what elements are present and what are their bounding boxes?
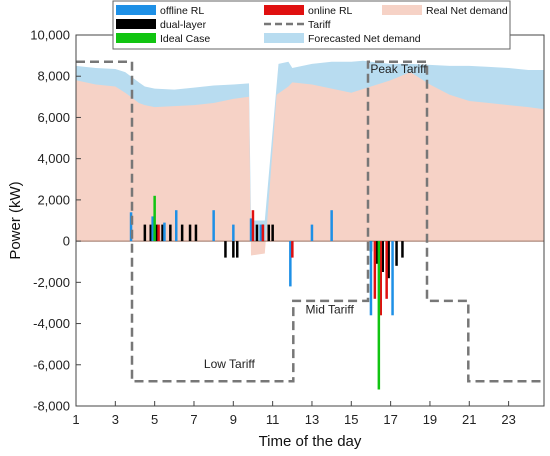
offline-rl-bar — [391, 241, 394, 316]
x-tick-label: 23 — [501, 412, 515, 427]
ideal-case-legend-swatch — [116, 33, 156, 43]
x-tick-label: 3 — [112, 412, 119, 427]
online-rl-bar — [261, 224, 265, 242]
dual-layer-bar — [149, 224, 152, 242]
dual-layer-bar — [255, 224, 259, 242]
dual-layer-bar — [381, 241, 384, 272]
dual-layer-bar — [194, 224, 198, 242]
y-axis-title: Power (kW) — [7, 181, 24, 259]
peak-tariff-label: Peak Tariff — [370, 62, 427, 76]
dual-layer-bar — [395, 241, 398, 266]
x-tick-label: 9 — [230, 412, 237, 427]
x-tick-label: 1 — [72, 412, 79, 427]
dual-layer-bar — [143, 224, 147, 242]
offline-rl-bar — [259, 224, 263, 242]
x-tick-label: 7 — [190, 412, 197, 427]
y-tick-label: 8,000 — [37, 69, 70, 84]
tariff-legend-label: Tariff — [308, 19, 331, 31]
dual-layer-bar — [188, 224, 192, 242]
x-tick-label: 5 — [151, 412, 158, 427]
forecasted-net-demand-legend-swatch — [264, 33, 304, 43]
x-tick-label: 11 — [266, 412, 280, 427]
legend-box — [112, 0, 511, 50]
online-rl-legend-swatch — [264, 5, 304, 15]
offline-rl-bar — [212, 210, 215, 242]
low-tariff-label: Low Tariff — [204, 357, 256, 371]
dual-layer-bar — [401, 241, 404, 258]
dual-layer-legend-swatch — [116, 19, 156, 29]
offline-rl-legend-swatch — [116, 5, 156, 15]
x-tick-label: 17 — [383, 412, 397, 427]
x-tick-label: 15 — [344, 412, 358, 427]
dual-layer-bar — [161, 224, 164, 242]
y-tick-label: -8,000 — [33, 399, 70, 414]
dual-layer-bar — [375, 241, 379, 264]
y-tick-label: 6,000 — [37, 110, 70, 125]
y-tick-label: -4,000 — [33, 316, 70, 331]
dual-layer-bar — [236, 241, 239, 258]
offline-rl-bar — [175, 210, 178, 242]
online-rl-legend-label: online RL — [308, 5, 353, 17]
dual-layer-bar — [169, 224, 172, 242]
offline-rl-bar — [232, 224, 235, 242]
dual-layer-bar — [224, 241, 227, 258]
dual-layer-bar — [387, 241, 390, 279]
dual-layer-legend-label: dual-layer — [160, 19, 207, 31]
mid-tariff-label: Mid Tariff — [306, 302, 355, 316]
ideal-case-bar — [153, 195, 156, 242]
x-axis-title: Time of the day — [259, 433, 362, 450]
x-tick-label: 21 — [462, 412, 476, 427]
online-rl-bar — [157, 224, 160, 242]
online-rl-bar — [291, 241, 294, 258]
offline-rl-bar — [163, 222, 166, 242]
y-tick-label: 4,000 — [37, 151, 70, 166]
y-tick-label: -6,000 — [33, 357, 70, 372]
legend: offline RL online RL Real Net demand dual-l… — [112, 0, 511, 50]
real-net-demand-legend-swatch — [382, 5, 422, 15]
forecasted-net-demand-legend-label: Forecasted Net demand — [308, 33, 421, 45]
ideal-case-bar — [377, 241, 381, 390]
bar-layer — [129, 195, 404, 390]
online-rl-bar — [385, 241, 388, 299]
dual-layer-bar — [232, 241, 235, 258]
dual-layer-bar — [180, 224, 184, 242]
ideal-case-legend-label: Ideal Case — [160, 33, 210, 45]
y-tick-label: 10,000 — [30, 28, 70, 43]
offline-rl-bar — [330, 210, 333, 242]
line-layer — [76, 60, 544, 383]
area-layer — [76, 60, 544, 256]
y-tick-label: -2,000 — [33, 275, 70, 290]
offline-rl-bar — [289, 241, 292, 287]
offline-rl-legend-label: offline RL — [160, 5, 204, 17]
tariff-line — [76, 60, 544, 383]
x-tick-label: 13 — [305, 412, 319, 427]
y-tick-label: 0 — [63, 234, 70, 249]
offline-rl-bar — [249, 218, 253, 242]
dual-layer-bar — [267, 224, 270, 242]
dual-layer-bar — [155, 224, 158, 242]
online-rl-bar — [379, 241, 382, 316]
annotation-layer: Peak Tariff Mid Tariff Low Tariff — [204, 62, 427, 371]
real-net-demand-legend-label: Real Net demand — [426, 5, 508, 17]
offline-rl-bar — [151, 216, 154, 242]
y-tick-label: 2,000 — [37, 192, 70, 207]
offline-rl-bar — [310, 224, 314, 242]
online-rl-bar — [373, 241, 377, 299]
offline-rl-bar — [369, 241, 373, 316]
offline-rl-bar — [129, 212, 133, 242]
dual-layer-bar — [271, 224, 274, 242]
ticks-layer: -8,000 -6,000 -4,000 -2,000 0 2,000 4,000 6,000… — [30, 28, 516, 428]
online-rl-bar — [251, 210, 255, 242]
x-tick-label: 19 — [423, 412, 437, 427]
